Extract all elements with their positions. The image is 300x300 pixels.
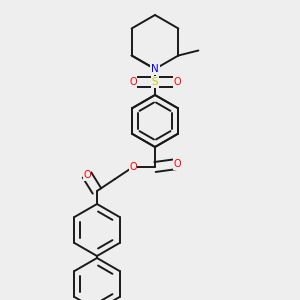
- Text: O: O: [83, 170, 91, 180]
- Text: N: N: [151, 64, 159, 74]
- Text: S: S: [152, 77, 158, 87]
- Text: O: O: [129, 162, 137, 172]
- Text: O: O: [173, 77, 181, 87]
- Text: O: O: [129, 77, 137, 87]
- Text: O: O: [173, 159, 181, 169]
